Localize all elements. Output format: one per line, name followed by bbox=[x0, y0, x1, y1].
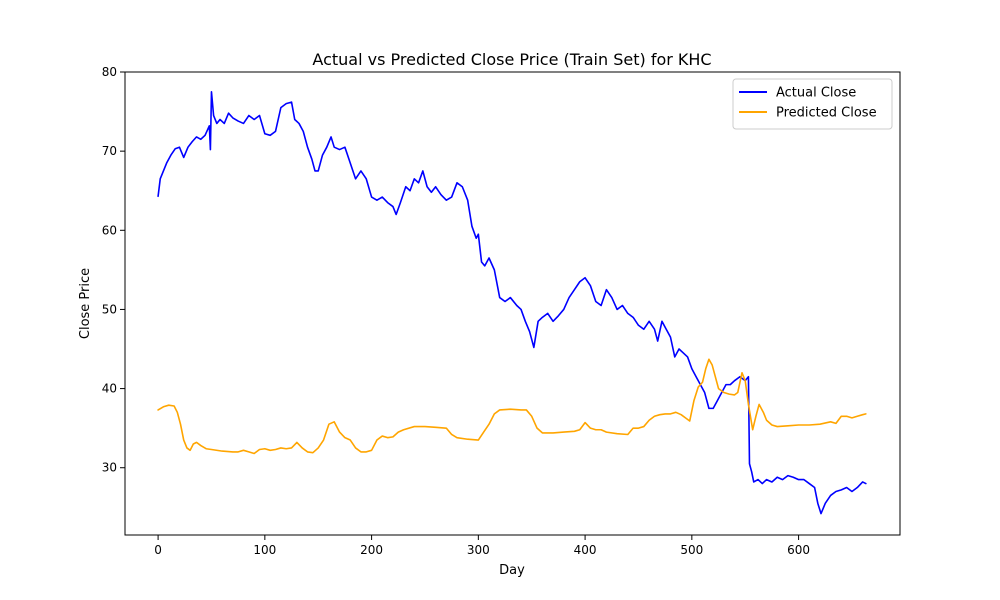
y-tick-label: 80 bbox=[102, 65, 117, 79]
chart-title: Actual vs Predicted Close Price (Train S… bbox=[312, 50, 711, 69]
x-tick-label: 300 bbox=[467, 543, 490, 557]
series-line-predicted-close bbox=[157, 358, 867, 455]
axes: 0 100 200 300 400 500 600 30 40 50 60 70 80 bbox=[102, 65, 901, 557]
legend-label-actual-close: Actual Close bbox=[776, 86, 856, 101]
x-tick-label: 100 bbox=[253, 543, 276, 557]
y-tick-label: 70 bbox=[102, 144, 117, 158]
plot-area bbox=[157, 90, 867, 515]
x-tick-label: 400 bbox=[574, 543, 597, 557]
plot-frame bbox=[124, 71, 901, 536]
y-tick-label: 30 bbox=[102, 461, 117, 475]
x-tick-label: 200 bbox=[360, 543, 383, 557]
x-axis-label: Day bbox=[499, 563, 525, 578]
y-axis-label: Close Price bbox=[78, 268, 93, 339]
series-line-actual-close bbox=[157, 90, 867, 515]
legend-box bbox=[732, 78, 893, 130]
x-tick-label: 500 bbox=[680, 543, 703, 557]
x-tick-label: 600 bbox=[787, 543, 810, 557]
legend-label-predicted-close: Predicted Close bbox=[776, 106, 877, 121]
legend: Actual Close Predicted Close bbox=[732, 78, 893, 130]
x-tick-label: 0 bbox=[154, 543, 162, 557]
y-tick-label: 40 bbox=[102, 382, 117, 396]
y-tick-label: 50 bbox=[102, 302, 117, 316]
y-tick-label: 60 bbox=[102, 223, 117, 237]
